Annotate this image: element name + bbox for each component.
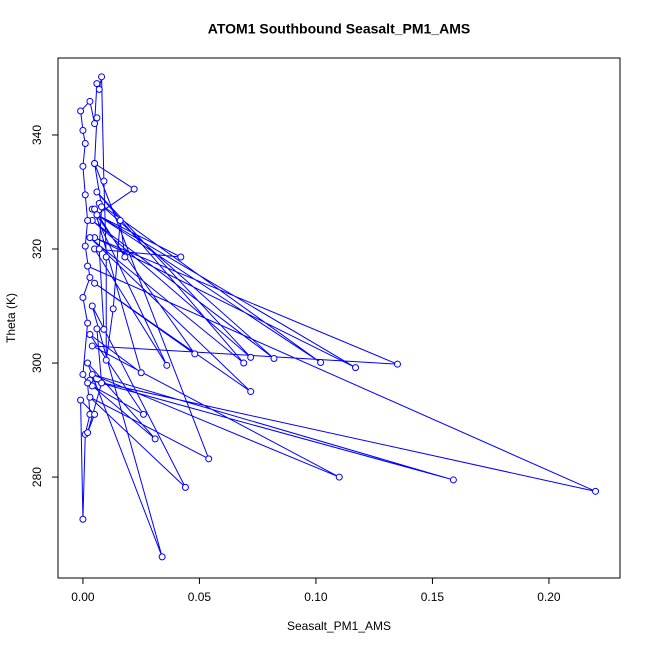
point	[98, 379, 106, 387]
point	[84, 319, 92, 327]
point	[191, 350, 199, 358]
point	[86, 97, 94, 105]
point	[100, 177, 108, 185]
x-axis-label: Seasalt_PM1_AMS	[287, 619, 391, 633]
point	[247, 388, 255, 396]
point	[79, 162, 87, 170]
point	[317, 358, 325, 366]
chart-title: ATOM1 Southbound Seasalt_PM1_AMS	[208, 21, 470, 37]
point	[240, 359, 248, 367]
x-tick-label: 0.10	[304, 590, 328, 604]
point	[205, 455, 213, 463]
point	[84, 379, 92, 387]
point	[140, 410, 148, 418]
point	[93, 114, 101, 122]
point	[91, 410, 99, 418]
point	[100, 325, 108, 333]
point	[163, 361, 171, 369]
point	[86, 331, 94, 339]
point	[158, 553, 166, 561]
point	[79, 293, 87, 301]
point	[91, 120, 99, 128]
x-tick-label: 0.00	[71, 590, 95, 604]
y-tick-label: 320	[30, 239, 44, 259]
point	[393, 360, 401, 368]
point	[84, 429, 92, 437]
x-tick-label: 0.05	[188, 590, 212, 604]
point	[93, 211, 101, 219]
point	[81, 140, 89, 148]
point	[335, 473, 343, 481]
x-tick-label: 0.20	[537, 590, 561, 604]
point	[116, 217, 124, 224]
point	[91, 159, 99, 167]
point	[77, 396, 85, 404]
point	[86, 274, 94, 282]
point	[592, 487, 600, 495]
point	[81, 191, 89, 199]
y-tick-label: 300	[30, 353, 44, 373]
point	[86, 393, 94, 401]
point	[151, 435, 159, 443]
point	[93, 80, 101, 88]
point	[181, 483, 189, 491]
point	[84, 217, 92, 224]
point	[95, 245, 103, 253]
point	[88, 342, 96, 350]
point	[130, 185, 138, 193]
y-axis-label: Theta (K)	[4, 293, 18, 343]
y-tick-label: 340	[30, 125, 44, 145]
point	[121, 253, 129, 261]
point	[91, 279, 99, 287]
point	[93, 188, 101, 196]
point	[247, 353, 255, 361]
point	[102, 356, 110, 364]
point	[95, 85, 103, 93]
point	[91, 205, 99, 213]
point	[102, 253, 110, 261]
point	[86, 234, 94, 242]
x-tick-label: 0.15	[421, 590, 445, 604]
point	[449, 476, 457, 484]
point	[88, 302, 96, 310]
point	[270, 354, 278, 362]
point	[137, 369, 145, 377]
point	[177, 253, 185, 261]
point	[81, 242, 89, 250]
point	[98, 73, 106, 81]
y-tick-label: 280	[30, 467, 44, 487]
point	[84, 262, 92, 270]
point	[79, 515, 87, 523]
point	[98, 203, 106, 211]
series-line	[80, 76, 596, 558]
point	[93, 325, 101, 333]
point	[352, 364, 360, 372]
point	[88, 370, 96, 378]
point	[79, 126, 87, 134]
point	[84, 359, 92, 367]
plot-frame	[57, 57, 621, 579]
point	[79, 370, 87, 378]
point	[109, 305, 117, 313]
point	[77, 107, 85, 115]
